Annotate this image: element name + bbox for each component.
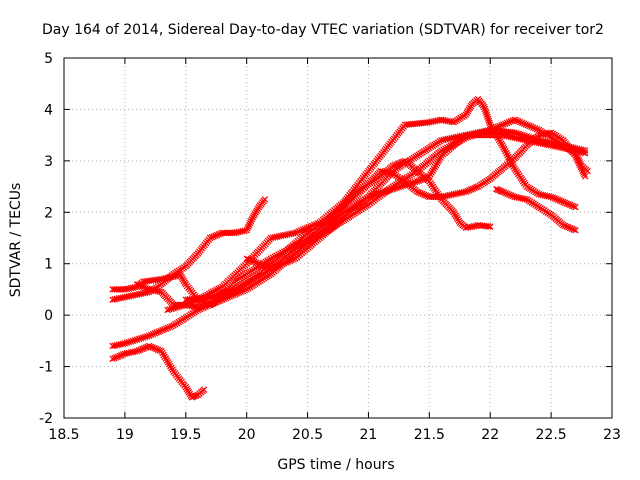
x-tick-label: 20.5: [292, 427, 323, 443]
series-track-5: [133, 95, 579, 309]
x-tick-label: 19: [116, 427, 134, 443]
series-track-9: [493, 185, 579, 234]
x-tick-label: 22.5: [536, 427, 567, 443]
x-tick-labels: 18.5 19 19.5 20 20.5 21 21.5 22 22.5 23: [48, 427, 621, 443]
x-tick-label: 18.5: [48, 427, 79, 443]
y-tick-label: -1: [39, 360, 53, 376]
y-axis-label: SDTVAR / TECUs: [8, 183, 24, 298]
y-tick-label: 2: [44, 205, 53, 221]
series-markers: [493, 185, 579, 234]
y-tick-labels: -2 -1 0 1 2 3 4 5: [39, 51, 53, 427]
series-markers: [133, 95, 579, 309]
chart-title: Day 164 of 2014, Sidereal Day-to-day VTE…: [42, 22, 604, 38]
series-track-7: [182, 157, 494, 303]
series-markers: [109, 342, 208, 401]
x-tick-label: 23: [603, 427, 621, 443]
x-tick-label: 21: [360, 427, 378, 443]
axis-ticks: [63, 57, 613, 419]
series-track-8: [243, 116, 591, 273]
y-tick-label: -2: [39, 411, 53, 427]
y-tick-label: 4: [44, 102, 53, 118]
x-tick-label: 22: [481, 427, 499, 443]
series-markers: [243, 116, 591, 273]
x-tick-label: 20: [238, 427, 256, 443]
x-axis-label: GPS time / hours: [277, 457, 394, 473]
y-tick-label: 1: [44, 257, 53, 273]
y-tick-label: 3: [44, 154, 53, 170]
data-series: [109, 95, 591, 401]
grid-lines: [64, 58, 612, 418]
y-tick-label: 5: [44, 51, 53, 67]
plot-frame: [63, 57, 613, 419]
x-tick-label: 21.5: [414, 427, 445, 443]
series-track-2: [109, 342, 208, 401]
x-tick-label: 19.5: [170, 427, 201, 443]
series-markers: [182, 157, 494, 303]
y-tick-label: 0: [44, 308, 53, 324]
